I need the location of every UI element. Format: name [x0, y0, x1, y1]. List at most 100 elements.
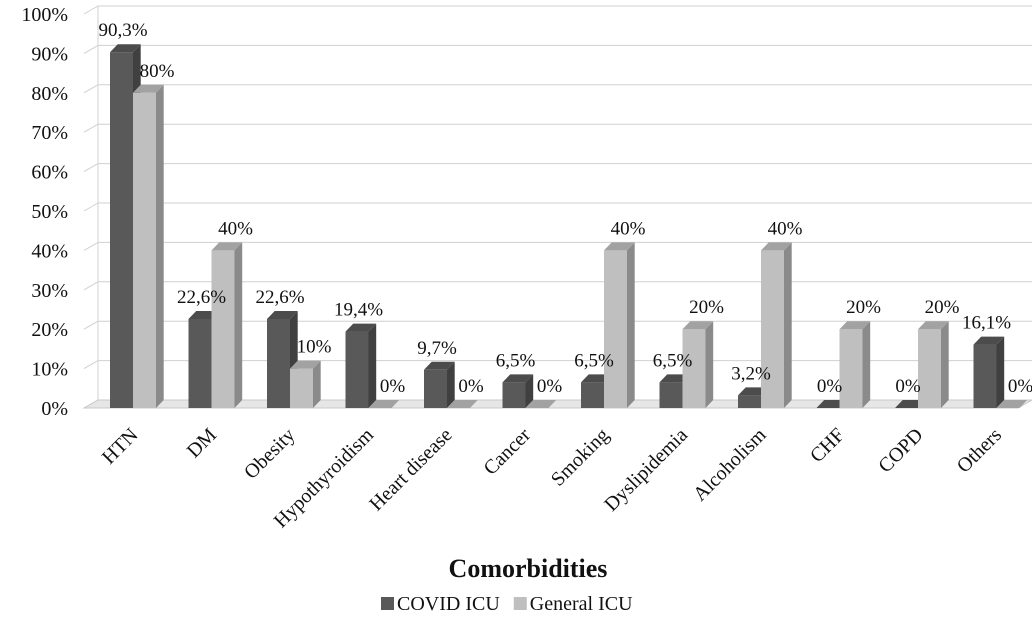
category-label: Cancer: [479, 424, 535, 480]
bar-top: [839, 321, 871, 330]
data-label: 10%: [297, 337, 332, 358]
bar-front: [267, 318, 290, 408]
bar-general-icu: [839, 321, 871, 408]
bar-top: [918, 321, 949, 330]
bar-front: [188, 318, 212, 408]
legend-item: COVID ICU: [381, 593, 500, 615]
bar-side: [784, 242, 792, 408]
bar-front: [290, 368, 313, 408]
bar-top: [267, 310, 298, 319]
bar-side: [234, 242, 243, 408]
legend-swatch: [513, 597, 527, 610]
bar-front: [973, 344, 997, 408]
data-label: 0%: [1008, 376, 1032, 397]
bar-general-icu: [761, 242, 792, 408]
x-axis-title: Comorbidities: [449, 554, 608, 583]
bar-general-icu: [525, 400, 557, 408]
data-label: 40%: [768, 218, 803, 239]
bar-front: [604, 250, 627, 408]
floor-plane: [82, 399, 1032, 409]
bars: [110, 44, 1028, 409]
gridline-slant: [83, 281, 99, 291]
gridline-slant: [83, 241, 99, 251]
gridline-slant: [83, 84, 99, 94]
gridline-slant: [83, 320, 99, 330]
category-label: Alcoholism: [689, 424, 771, 506]
legend-item: General ICU: [513, 593, 633, 615]
bar-front: [502, 382, 526, 408]
bar-general-icu: [682, 321, 714, 408]
gridline-slant: [83, 44, 99, 54]
y-tick-label: 10%: [31, 359, 68, 381]
category-label: DM: [183, 424, 221, 462]
data-label: 0%: [380, 376, 406, 397]
legend-label: COVID ICU: [397, 593, 500, 615]
bar-top: [447, 400, 478, 408]
data-label: 6,5%: [653, 350, 693, 371]
bar-front: [110, 52, 133, 409]
legend-swatch: [381, 597, 394, 610]
bar-top: [368, 400, 400, 408]
category-label: HTN: [98, 424, 143, 469]
data-label: 16,1%: [962, 313, 1011, 334]
bar-top: [345, 323, 377, 332]
bar-side: [156, 84, 164, 409]
bar-front: [659, 382, 683, 408]
bar-front: [345, 331, 369, 408]
bar-front: [918, 329, 941, 408]
bar-side: [627, 242, 635, 408]
bar-side: [705, 321, 714, 408]
bar-front: [581, 382, 604, 408]
category-label: Others: [953, 424, 1006, 477]
bar-general-icu: [918, 321, 949, 408]
category-label: Heart disease: [365, 424, 456, 515]
data-label: 6,5%: [496, 350, 536, 371]
bar-covid-icu: [502, 374, 534, 408]
bar-side: [525, 374, 534, 408]
chart-floor: [82, 399, 1032, 409]
bar-top: [211, 242, 243, 251]
bar-side: [941, 321, 949, 408]
bar-side: [447, 361, 455, 408]
bar-top: [973, 336, 1005, 345]
y-tick-label: 20%: [31, 319, 68, 341]
bar-side: [313, 360, 321, 408]
bar-top: [502, 374, 534, 383]
gridline-slant: [83, 123, 99, 133]
data-label: 22,6%: [255, 287, 304, 308]
bar-general-icu: [996, 400, 1028, 408]
y-tick-label: 90%: [31, 43, 68, 65]
bar-front: [424, 369, 447, 408]
bar-general-icu: [447, 400, 478, 408]
y-tick-label: 60%: [31, 162, 68, 184]
data-label: 20%: [846, 297, 881, 318]
data-label: 40%: [611, 218, 646, 239]
bar-general-icu: [290, 360, 321, 408]
bar-covid-icu: [973, 336, 1005, 408]
data-label: 40%: [218, 218, 253, 239]
data-label: 22,6%: [177, 287, 226, 308]
data-label: 80%: [140, 61, 175, 82]
bar-front: [682, 329, 706, 408]
y-tick-label: 70%: [31, 122, 68, 144]
y-tick-label: 0%: [41, 398, 68, 420]
bar-covid-icu: [345, 323, 377, 408]
y-axis-ticks: 0% 10% 20% 30% 40% 50% 60% 70% 80% 90% 100%: [21, 4, 68, 420]
bar-general-icu: [368, 400, 400, 408]
bar-side: [368, 323, 377, 408]
gridlines: [83, 5, 1032, 409]
y-tick-label: 100%: [21, 4, 68, 26]
gridline-slant: [83, 163, 99, 173]
bar-top: [290, 360, 321, 369]
data-label: 9,7%: [417, 338, 457, 359]
bar-front: [738, 395, 761, 408]
bar-top: [761, 242, 792, 251]
category-label: Smoking: [547, 424, 614, 491]
bar-side: [996, 336, 1005, 408]
data-label: 20%: [925, 297, 960, 318]
bar-side: [862, 321, 871, 408]
bar-top: [604, 242, 635, 251]
bar-front: [133, 92, 156, 409]
